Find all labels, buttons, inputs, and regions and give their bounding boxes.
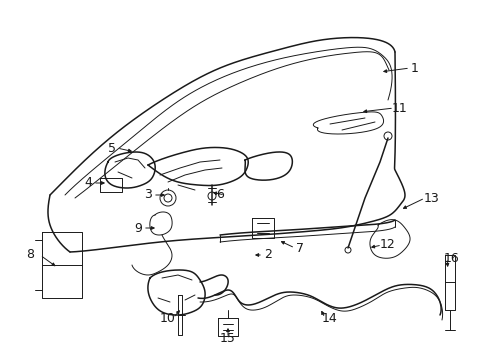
Text: 9: 9 — [134, 221, 142, 234]
Text: 14: 14 — [322, 311, 338, 324]
Text: 6: 6 — [216, 189, 224, 202]
Text: 5: 5 — [108, 141, 116, 154]
Text: 13: 13 — [424, 192, 440, 204]
Text: 2: 2 — [264, 248, 272, 261]
Text: 8: 8 — [26, 248, 34, 261]
Text: 10: 10 — [160, 311, 176, 324]
Text: 7: 7 — [296, 242, 304, 255]
Text: 11: 11 — [392, 102, 408, 114]
Text: 3: 3 — [144, 189, 152, 202]
Text: 15: 15 — [220, 332, 236, 345]
Text: 12: 12 — [380, 238, 396, 252]
Text: 16: 16 — [444, 252, 460, 265]
Text: 1: 1 — [411, 62, 419, 75]
Text: 4: 4 — [84, 176, 92, 189]
